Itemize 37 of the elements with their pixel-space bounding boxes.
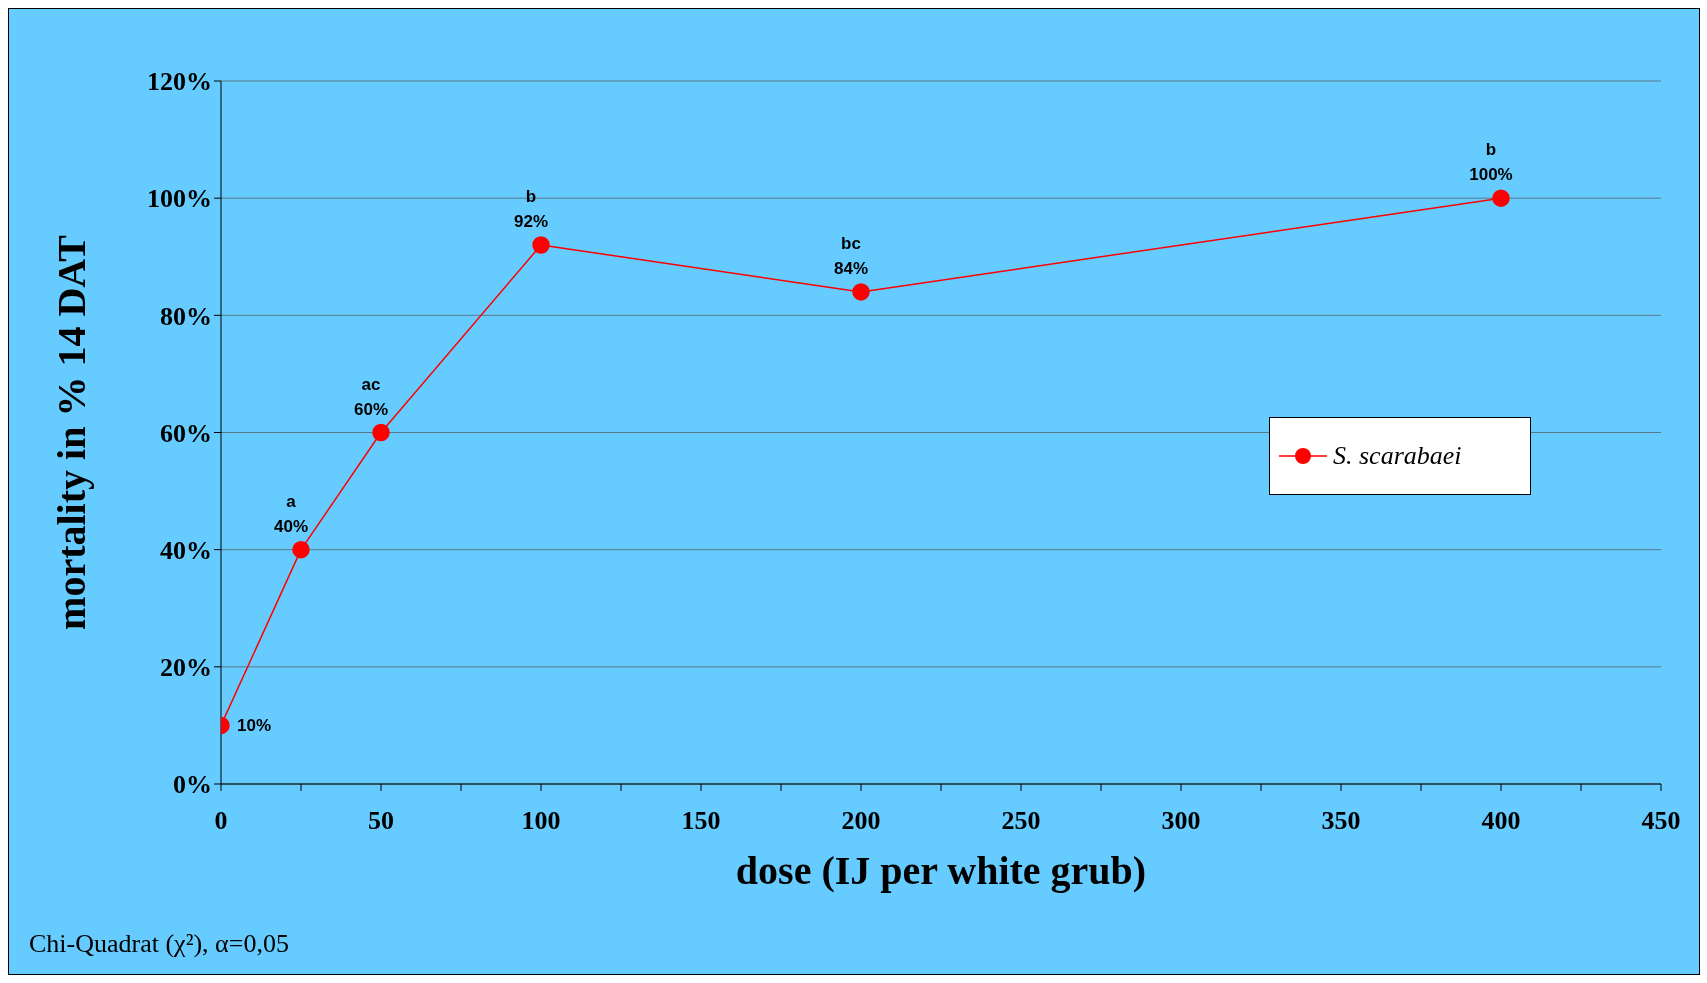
x-axis-title: dose (IJ per white grub) xyxy=(735,848,1147,893)
legend-label: S. scarabaei xyxy=(1333,441,1462,471)
point xyxy=(532,236,550,254)
data-label: 10% xyxy=(237,716,272,736)
y-tick-label: 100% xyxy=(147,184,212,214)
y-tick-label: 120% xyxy=(147,67,212,97)
x-tick-label: 150 xyxy=(681,806,721,836)
x-tick-label: 350 xyxy=(1321,806,1361,836)
x-tick-label: 50 xyxy=(368,806,394,836)
annotation: b xyxy=(525,187,537,207)
y-tick-label: 80% xyxy=(160,301,212,331)
point xyxy=(292,540,310,559)
data-label: 40% xyxy=(273,516,309,536)
point xyxy=(372,423,390,442)
annotation: a xyxy=(286,491,297,511)
y-tick-label: 60% xyxy=(160,418,212,448)
annotation: b xyxy=(1485,140,1497,160)
annotation: bc xyxy=(841,233,861,253)
text: Chi-Quadrat (χ²), α=0,05 xyxy=(29,929,289,958)
y-tick-label: 40% xyxy=(160,535,212,565)
point xyxy=(852,283,870,301)
x-tick-label: 250 xyxy=(1001,806,1041,836)
y-axis-title: mortality in % 14 DAT xyxy=(49,234,95,630)
data-label: 84% xyxy=(833,258,869,278)
point xyxy=(1492,189,1510,207)
annotation: ac xyxy=(361,374,381,394)
x-tick-label: 0 xyxy=(214,806,228,836)
data-label: 100% xyxy=(1469,165,1513,185)
y-tick-label: 0% xyxy=(173,770,212,800)
x-tick-label: 300 xyxy=(1161,806,1201,836)
data-label: 60% xyxy=(353,399,389,419)
x-tick-label: 200 xyxy=(841,806,881,836)
data-label: 92% xyxy=(513,212,549,232)
y-tick-label: 20% xyxy=(160,653,212,683)
x-tick-label: 400 xyxy=(1481,806,1521,836)
x-tick-label: 100 xyxy=(521,806,561,836)
x-tick-label: 450 xyxy=(1641,806,1681,836)
